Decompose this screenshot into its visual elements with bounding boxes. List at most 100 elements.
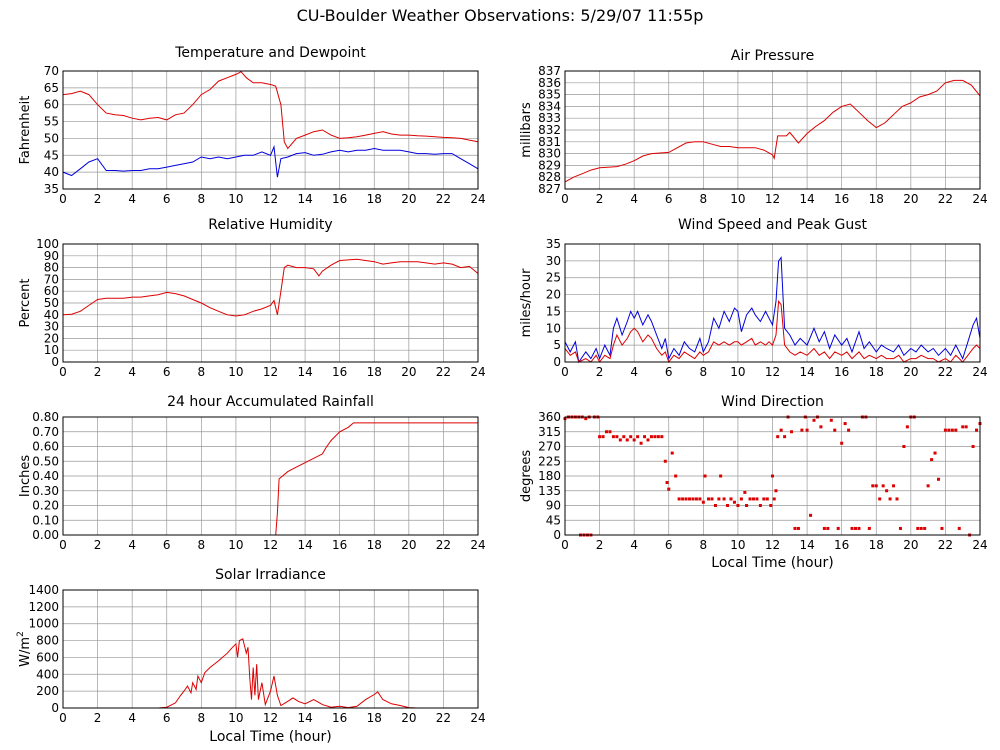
x-tick-label: 24 [470, 192, 485, 206]
data-point [598, 435, 602, 439]
data-point [874, 484, 878, 488]
x-tick-label: 12 [263, 192, 278, 206]
y-tick-label: 830 [538, 147, 561, 161]
x-tick-label: 16 [834, 365, 849, 379]
data-point [674, 474, 678, 478]
data-point [643, 435, 647, 439]
y-axis-label: millibars [519, 102, 534, 158]
data-point [919, 526, 923, 530]
y-tick-label: 30 [546, 254, 561, 268]
data-point [698, 497, 702, 501]
data-point [836, 526, 840, 530]
data-point [937, 477, 940, 481]
y-tick-label: 40 [44, 165, 59, 179]
x-tick-label: 8 [198, 192, 206, 206]
x-tick-label: 4 [128, 365, 136, 379]
y-tick-label: 0 [553, 355, 561, 369]
data-point [762, 497, 766, 501]
data-point [954, 428, 958, 432]
x-tick-label: 2 [94, 365, 102, 379]
x-tick-label: 12 [765, 192, 780, 206]
y-tick-label: 30 [44, 320, 59, 334]
y-tick-label: 831 [538, 135, 561, 149]
data-point [729, 497, 733, 501]
x-tick-label: 12 [263, 711, 278, 725]
data-point [812, 418, 816, 422]
x-tick-label: 14 [799, 365, 814, 379]
y-tick-label: 15 [546, 304, 561, 318]
x-tick-label: 18 [367, 192, 382, 206]
y-tick-label: 1000 [28, 617, 59, 631]
data-point [743, 490, 747, 494]
data-point [854, 526, 857, 530]
x-tick-label: 4 [630, 365, 638, 379]
y-tick-label: 0.00 [32, 528, 59, 542]
x-tick-label: 2 [596, 365, 604, 379]
data-point [840, 441, 844, 445]
y-tick-label: 70 [44, 64, 59, 78]
x-tick-label: 20 [903, 192, 918, 206]
data-point [867, 526, 871, 530]
x-tick-label: 2 [94, 711, 102, 725]
x-tick-label: 22 [436, 711, 451, 725]
y-tick-label: 1200 [28, 600, 59, 614]
data-point [649, 435, 653, 439]
x-tick-label: 18 [367, 538, 382, 552]
data-point [916, 526, 920, 530]
data-point [710, 497, 714, 501]
y-tick-label: 0.20 [32, 499, 59, 513]
x-tick-label: 6 [163, 711, 171, 725]
data-point [665, 481, 669, 485]
data-point [653, 435, 657, 439]
data-point [878, 497, 882, 501]
data-point [722, 497, 726, 501]
chart-title: Relative Humidity [208, 217, 332, 233]
data-point [885, 489, 889, 493]
y-tick-label: 60 [44, 284, 59, 298]
y-tick-label: 20 [44, 331, 59, 345]
x-tick-label: 12 [263, 538, 278, 552]
data-point [684, 497, 688, 501]
x-tick-label: 22 [938, 365, 953, 379]
x-tick-label: 22 [938, 538, 953, 552]
data-point [622, 435, 626, 439]
x-tick-label: 14 [297, 711, 312, 725]
series-line-red [62, 258, 479, 317]
y-tick-label: 200 [36, 684, 59, 698]
data-point [933, 451, 937, 455]
y-tick-label: 0 [553, 528, 561, 542]
data-point [822, 526, 826, 530]
y-tick-label: 35 [44, 182, 59, 196]
data-point [719, 474, 723, 478]
x-tick-label: 8 [198, 711, 206, 725]
x-tick-label: 6 [665, 365, 673, 379]
y-tick-label: 40 [44, 308, 59, 322]
y-tick-label: 0.80 [32, 410, 59, 424]
y-axis-label: Fahrenheit [18, 96, 33, 165]
series-line-blue [564, 256, 981, 364]
chart-title: 24 hour Accumulated Rainfall [167, 394, 374, 410]
x-tick-label: 8 [700, 365, 708, 379]
data-point [584, 417, 588, 421]
y-tick-label: 836 [538, 76, 561, 90]
x-tick-label: 4 [128, 538, 136, 552]
dashboard-title: CU-Boulder Weather Observations: 5/29/07… [296, 6, 704, 25]
x-tick-label: 12 [765, 538, 780, 552]
x-tick-label: 14 [799, 538, 814, 552]
chart-rh: 0 2 4 6 8 10 12 14 16 18 20 22 240102030405060708090… [18, 217, 486, 379]
data-point [691, 497, 695, 501]
x-tick-label: 18 [869, 192, 884, 206]
data-point [793, 526, 797, 530]
data-point [751, 497, 755, 501]
x-tick-label: 0 [59, 538, 67, 552]
chart-title: Air Pressure [731, 48, 814, 64]
x-tick-label: 24 [972, 538, 987, 552]
chart-solar: 0 2 4 6 8 10 12 14 16 18 20 22 240200400600800100012… [16, 567, 486, 745]
data-point [774, 489, 778, 493]
y-tick-label: 60 [44, 98, 59, 112]
data-point [726, 504, 730, 507]
x-tick-label: 0 [561, 538, 569, 552]
data-point [625, 438, 629, 442]
data-point [713, 504, 717, 507]
